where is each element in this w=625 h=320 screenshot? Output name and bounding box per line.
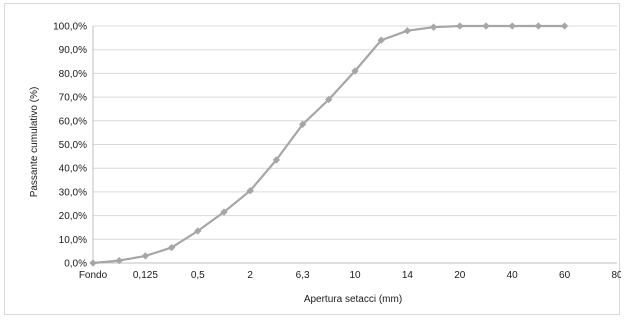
gridlines	[93, 25, 617, 240]
grading-curve-chart: 0,0% 10,0% 20,0% 30,0% 40,0% 50,0% 60,0% 70,0% 8…	[29, 22, 621, 306]
x-tick-label: 6,3	[296, 270, 310, 281]
y-tick-label: 50,0%	[59, 140, 87, 151]
x-tick-label: 10	[349, 270, 361, 281]
data-point	[246, 187, 254, 195]
y-tick-label: 90,0%	[59, 45, 87, 56]
x-tick-label: 40	[507, 270, 519, 281]
data-point	[194, 227, 202, 235]
data-point	[141, 252, 150, 260]
y-tick-label: 100,0%	[53, 22, 87, 33]
data-point	[482, 22, 490, 30]
x-tick-label: Fondo	[79, 270, 108, 281]
x-tick-label: 60	[559, 270, 571, 281]
x-tick-label: 14	[402, 270, 414, 281]
y-tick-labels: 0,0% 10,0% 20,0% 30,0% 40,0% 50,0% 60,0% 70,0% 8…	[53, 22, 87, 270]
x-tick-label: 80	[611, 270, 621, 281]
y-tick-label: 60,0%	[59, 116, 87, 127]
data-point	[429, 23, 438, 31]
y-tick-label: 80,0%	[59, 69, 87, 80]
y-axis-title: Passante cumulativo (%)	[29, 87, 40, 198]
y-tick-label: 10,0%	[59, 235, 87, 246]
chart-frame: 0,0% 10,0% 20,0% 30,0% 40,0% 50,0% 60,0% 70,0% 8…	[4, 3, 621, 315]
x-tick-label: 2	[247, 270, 253, 281]
data-point	[508, 22, 516, 30]
y-tick-label: 70,0%	[59, 93, 87, 104]
data-point	[351, 67, 359, 75]
data-point	[298, 120, 307, 129]
data-point	[456, 22, 464, 30]
data-point	[534, 22, 543, 30]
data-point	[115, 256, 123, 265]
axes	[92, 26, 617, 264]
x-tick-label: 0,125	[133, 270, 158, 281]
data-point	[272, 156, 281, 164]
x-tick-label: 0,5	[191, 270, 205, 281]
data-point	[377, 36, 385, 44]
data-point	[403, 27, 412, 35]
x-tick-labels: Fondo 0,125 0,5 2 6,3 10 14 20 40 60 80	[79, 270, 621, 281]
y-tick-label: 30,0%	[59, 187, 87, 198]
x-tick-label: 20	[454, 270, 466, 281]
data-point	[167, 243, 176, 252]
data-point	[89, 259, 97, 267]
y-tick-label: 20,0%	[59, 211, 87, 222]
y-tick-label: 0,0%	[64, 259, 87, 270]
x-axis-title: Apertura setacci (mm)	[304, 294, 402, 305]
data-point	[560, 22, 569, 30]
y-tick-label: 40,0%	[59, 164, 87, 175]
